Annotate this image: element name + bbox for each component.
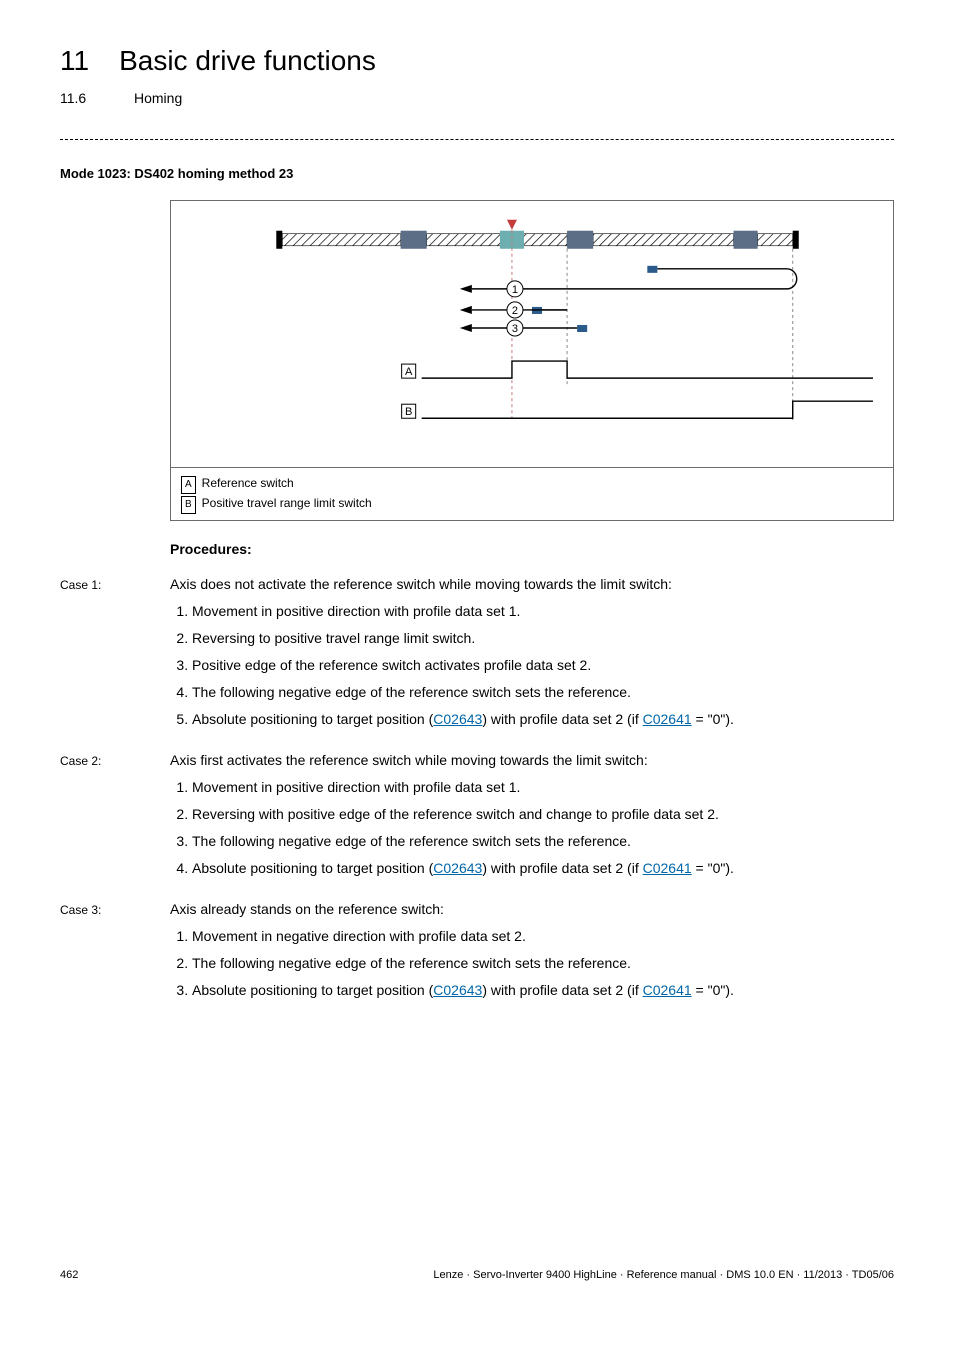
section-title: Homing — [134, 88, 182, 109]
page-footer: 462 Lenze · Servo-Inverter 9400 HighLine… — [60, 1267, 894, 1284]
code-link[interactable]: C02643 — [433, 982, 482, 998]
cases-container: Case 1: Axis does not activate the refere… — [60, 574, 894, 1007]
path-label-2: 2 — [512, 304, 518, 316]
step-item: Absolute positioning to target position … — [192, 709, 894, 730]
homing-diagram-svg: 1 2 3 A B — [171, 201, 893, 461]
step-item: The following negative edge of the refer… — [192, 682, 894, 703]
mode-heading: Mode 1023: DS402 homing method 23 — [60, 164, 894, 184]
step-list: Movement in positive direction with prof… — [170, 601, 894, 730]
divider-line — [60, 139, 894, 140]
reference-marker-icon — [507, 219, 517, 229]
section-number: 11.6 — [60, 88, 104, 109]
case-intro: Axis first activates the reference switc… — [170, 750, 894, 771]
step-item: Movement in positive direction with prof… — [192, 601, 894, 622]
homing-figure: 1 2 3 A B A Reference switch — [170, 200, 894, 521]
signal-a-label: A — [405, 366, 413, 378]
figure-svg-wrap: 1 2 3 A B — [171, 201, 893, 467]
code-link[interactable]: C02641 — [643, 711, 692, 727]
step-item: Absolute positioning to target position … — [192, 858, 894, 879]
step-item: Movement in positive direction with prof… — [192, 777, 894, 798]
step-item: Movement in negative direction with prof… — [192, 926, 894, 947]
case-intro: Axis does not activate the reference swi… — [170, 574, 894, 595]
chapter-number: 11 — [60, 40, 89, 82]
page-number: 462 — [60, 1267, 78, 1284]
footer-reference: Lenze · Servo-Inverter 9400 HighLine · R… — [433, 1267, 894, 1284]
step-item: The following negative edge of the refer… — [192, 831, 894, 852]
caption-row-a: A Reference switch — [181, 474, 883, 494]
caption-letter-b: B — [181, 496, 196, 514]
signal-b-label: B — [405, 406, 412, 418]
caption-text-b: Positive travel range limit switch — [202, 496, 372, 510]
caption-text-a: Reference switch — [202, 476, 294, 490]
case-body: Axis already stands on the reference swi… — [170, 899, 894, 1007]
case-body: Axis first activates the reference switc… — [170, 750, 894, 885]
case-label: Case 1: — [60, 574, 148, 594]
code-link[interactable]: C02641 — [643, 982, 692, 998]
path-label-3: 3 — [512, 323, 518, 335]
step-item: Absolute positioning to target position … — [192, 980, 894, 1001]
code-link[interactable]: C02641 — [643, 860, 692, 876]
step-list: Movement in positive direction with prof… — [170, 777, 894, 879]
chapter-title: Basic drive functions — [119, 40, 376, 82]
case-block: Case 1: Axis does not activate the refere… — [60, 574, 894, 736]
step-item: Reversing to positive travel range limit… — [192, 628, 894, 649]
caption-letter-a: A — [181, 476, 196, 494]
case-label: Case 3: — [60, 899, 148, 919]
step-list: Movement in negative direction with prof… — [170, 926, 894, 1001]
path-label-1: 1 — [512, 283, 518, 295]
caption-row-b: B Positive travel range limit switch — [181, 494, 883, 514]
case-block: Case 2: Axis first activates the referenc… — [60, 750, 894, 885]
section-header: 11.6 Homing — [60, 88, 894, 109]
case-label: Case 2: — [60, 750, 148, 770]
procedures-heading: Procedures: — [170, 539, 894, 560]
figure-caption: A Reference switch B Positive travel range… — [171, 467, 893, 520]
case-intro: Axis already stands on the reference swi… — [170, 899, 894, 920]
step-item: The following negative edge of the refer… — [192, 953, 894, 974]
code-link[interactable]: C02643 — [433, 860, 482, 876]
chapter-header: 11 Basic drive functions — [60, 40, 894, 82]
case-block: Case 3: Axis already stands on the refere… — [60, 899, 894, 1007]
step-item: Positive edge of the reference switch ac… — [192, 655, 894, 676]
step-item: Reversing with positive edge of the refe… — [192, 804, 894, 825]
code-link[interactable]: C02643 — [433, 711, 482, 727]
case-body: Axis does not activate the reference swi… — [170, 574, 894, 736]
